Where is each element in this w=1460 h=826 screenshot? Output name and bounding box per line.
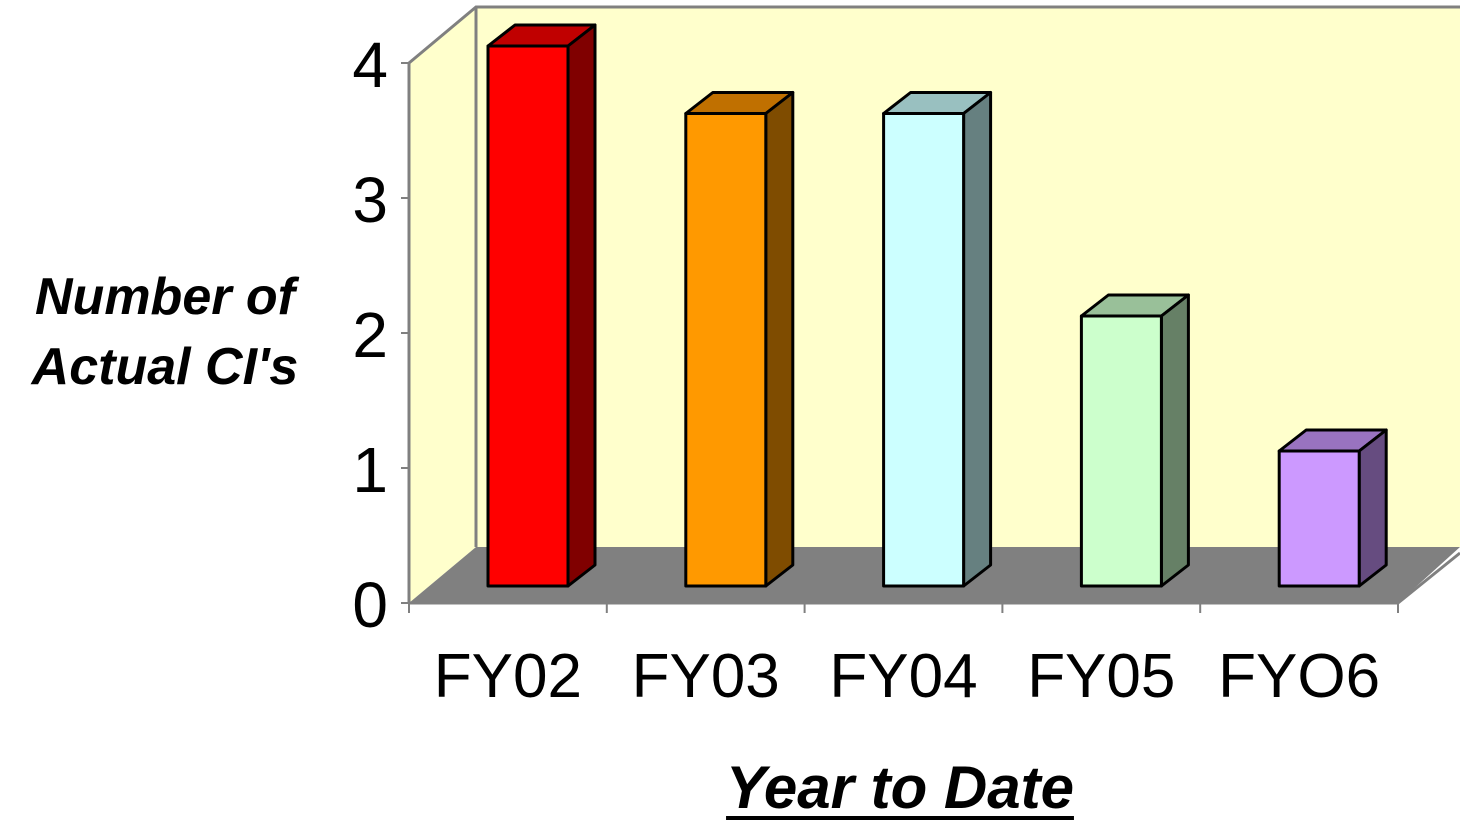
bar-side-face bbox=[566, 23, 597, 588]
bar-front-face bbox=[882, 112, 966, 588]
y-tick-label: 3 bbox=[352, 164, 388, 236]
bar-front-face bbox=[1079, 314, 1163, 588]
y-axis-label: Number of Actual CI's bbox=[6, 262, 324, 402]
floor-right-edge bbox=[1397, 551, 1460, 605]
bar-front-face bbox=[486, 44, 570, 588]
y-axis-ticks: 0 1 2 3 4 bbox=[352, 29, 409, 641]
bar-side-face bbox=[962, 91, 993, 588]
y-tick-label: 0 bbox=[352, 569, 388, 641]
bar-side-face bbox=[1357, 428, 1388, 588]
bar-group bbox=[486, 23, 1388, 588]
bar bbox=[882, 91, 993, 588]
x-axis-ticks: FY02 FY03 FY04 FY05 FYO6 bbox=[408, 603, 1399, 711]
bar bbox=[486, 23, 597, 588]
bar bbox=[684, 91, 795, 588]
y-axis-label-line-2: Actual CI's bbox=[31, 338, 299, 396]
y-axis-label-line-1: Number of bbox=[35, 268, 295, 326]
x-tick-label: FY02 bbox=[434, 642, 582, 711]
x-tick-label: FY04 bbox=[829, 642, 977, 711]
bar bbox=[1277, 428, 1388, 588]
bar-front-face bbox=[1277, 449, 1361, 588]
x-axis-label: Year to Date bbox=[726, 754, 1074, 821]
y-tick-label: 2 bbox=[352, 299, 388, 371]
bar bbox=[1079, 293, 1190, 588]
bar-front-face bbox=[684, 112, 768, 588]
y-tick-label: 4 bbox=[352, 29, 388, 101]
y-tick-label: 1 bbox=[352, 434, 388, 506]
bar-side-face bbox=[1159, 293, 1190, 588]
x-tick-label: FYO6 bbox=[1218, 642, 1380, 711]
x-tick-label: FY05 bbox=[1027, 642, 1175, 711]
x-tick-label: FY03 bbox=[632, 642, 780, 711]
bar-side-face bbox=[764, 91, 795, 588]
